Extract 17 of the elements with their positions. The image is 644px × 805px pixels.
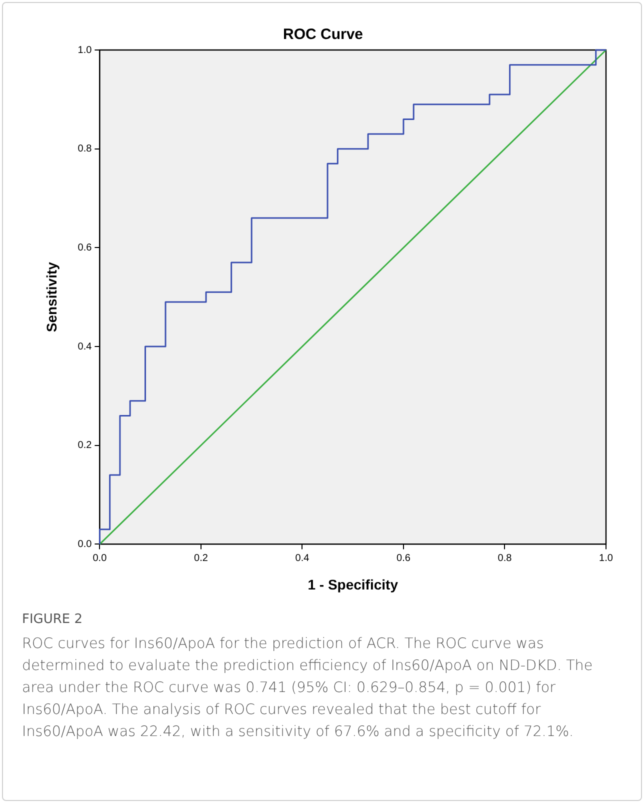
y-tick-label: 0.4: [78, 341, 92, 352]
x-tick-label: 0.6: [396, 552, 411, 564]
text: ROC curves for Ins60/ApoA for the prediction of ACR. The ROC curve was determined to evaluate the prediction efficiency of Ins60/ApoA on ND-DKD. The area under the ROC curve was 0.741 (95% CI: 0.629–0.854, p = 0.001) for Ins60/ApoA. The analysis of ROC curves revealed that the best cutoff for Ins60/ApoA was 22.42, with a sensitivity of 67.6% and a specificity of 72.1%.: [22, 635, 594, 742]
y-tick-label: 0.8: [78, 144, 92, 155]
x-tick-label: 0.2: [194, 552, 208, 564]
y-tick-label: 0.6: [78, 242, 92, 254]
y-tick-label: 0.2: [78, 440, 92, 452]
x-tick-label: 0.0: [92, 552, 108, 564]
chart-title: ROC Curve: [282, 26, 364, 44]
y-tick-label: 1.0: [78, 44, 92, 56]
x-tick-label: 0.4: [295, 552, 310, 564]
x-tick-label: 0.8: [498, 552, 512, 564]
y-tick-label: 0.0: [78, 538, 92, 550]
x-axis-title: 1 - Specificity: [308, 576, 398, 592]
x-tick-label: 1.0: [599, 552, 614, 564]
y-axis-title: Sensitivity: [43, 262, 60, 332]
caption: FIGURE 2: [22, 612, 84, 627]
